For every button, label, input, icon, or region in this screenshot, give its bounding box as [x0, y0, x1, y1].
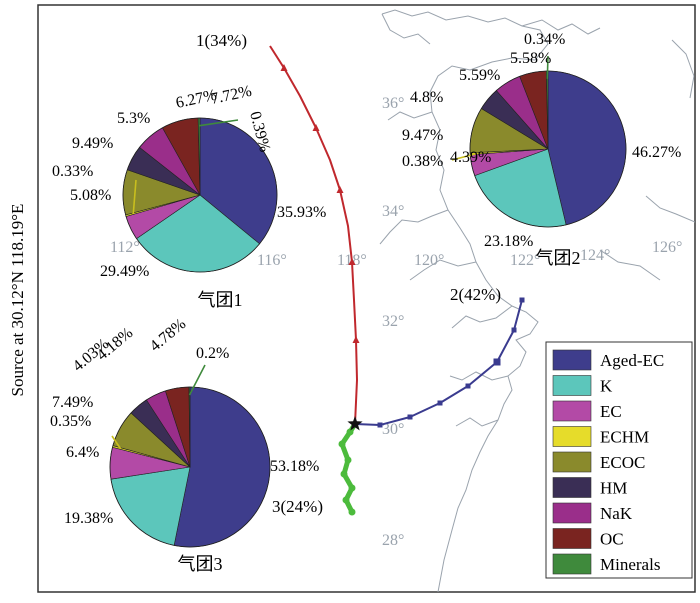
- trajectory-marker: [407, 414, 413, 420]
- pie-outline: [122, 117, 278, 273]
- pie-value-label: 0.33%: [52, 163, 93, 180]
- legend-label: Minerals: [600, 555, 660, 574]
- leader-line: [188, 364, 206, 396]
- pie-chart-1: 35.93%29.49%5.08%0.33%9.49%5.3%6.27%7.72…: [52, 83, 326, 310]
- pie-value-label: 53.18%: [270, 458, 319, 475]
- trajectory-marker: [348, 508, 356, 516]
- pie-value-label: 0.34%: [524, 31, 565, 48]
- longitude-label: 126°: [652, 239, 682, 256]
- pie-value-label: 35.93%: [277, 204, 326, 221]
- trajectory-label: 1(34%): [196, 31, 247, 50]
- pie-value-label: 0.35%: [50, 413, 91, 430]
- trajectory-marker: [344, 456, 352, 464]
- legend-label: ECOC: [600, 453, 645, 472]
- legend-swatch: [552, 502, 592, 524]
- trajectory-marker: [338, 440, 346, 448]
- latitude-label: 34°: [382, 203, 404, 220]
- trajectory-line: [269, 45, 358, 425]
- legend-label: HM: [600, 479, 627, 498]
- leader-line: [132, 179, 137, 214]
- trajectory-label: 2(42%): [450, 285, 501, 304]
- pie-value-label: 7.49%: [52, 394, 93, 411]
- latitude-label: 32°: [382, 313, 404, 330]
- pie-value-label: 9.47%: [402, 127, 443, 144]
- trajectory-line: [354, 299, 523, 426]
- leader-line: [546, 55, 549, 79]
- source-star-icon: [347, 416, 363, 431]
- longitude-label: 112°: [110, 239, 140, 256]
- latitude-label: 28°: [382, 532, 404, 549]
- pie-value-label: 9.49%: [72, 135, 113, 152]
- pie-title: 气团3: [178, 554, 223, 574]
- trajectory-marker: [437, 400, 443, 406]
- trajectory-marker: [342, 496, 350, 504]
- latitude-label: 30°: [382, 421, 404, 438]
- trajectory-marker: [280, 64, 288, 71]
- coastline: [379, 9, 695, 592]
- pie-value-label: 0.38%: [402, 153, 443, 170]
- pie-value-label: 46.27%: [632, 144, 681, 161]
- longitude-labels: 112°116°118°120°122°124°126°: [110, 239, 682, 269]
- legend-swatch: [552, 528, 592, 549]
- legend-label: Aged-EC: [600, 351, 664, 370]
- pie-value-label: 23.18%: [484, 233, 533, 250]
- pie-value-label: 19.38%: [64, 510, 113, 527]
- trajectory-marker: [377, 422, 383, 428]
- pie-value-label: 5.58%: [510, 50, 551, 67]
- trajectory-1: 1(34%): [196, 31, 360, 425]
- trajectory-label: 3(24%): [272, 497, 323, 516]
- longitude-label: 122°: [510, 252, 540, 269]
- longitude-label: 120°: [414, 252, 444, 269]
- trajectory-3: 3(24%): [272, 422, 358, 516]
- legend-swatch: [552, 451, 592, 473]
- trajectory-marker: [348, 258, 356, 265]
- pie-value-label: 5.59%: [459, 67, 500, 84]
- legend-label: K: [600, 377, 613, 396]
- trajectory-marker: [511, 327, 517, 333]
- trajectory-marker: [519, 297, 525, 303]
- leader-line: [199, 119, 239, 127]
- latitude-label: 36°: [382, 95, 404, 112]
- pie-value-label: 0.2%: [196, 345, 229, 362]
- pie-value-label: 4.39%: [450, 149, 491, 166]
- legend-label: EC: [600, 402, 622, 421]
- legend-swatch: [552, 426, 592, 447]
- legend-swatch: [552, 349, 592, 371]
- legend: Aged-EC K EC ECHM ECOC HM NaK OC Minerals: [545, 341, 693, 579]
- leader-line: [111, 435, 122, 449]
- pie-value-label: 4.8%: [410, 89, 443, 106]
- pie-value-label: 5.08%: [70, 187, 111, 204]
- trajectories: 1(34%) 2(42%) 3(24%): [196, 31, 525, 516]
- pie-value-label: 6.4%: [66, 444, 99, 461]
- trajectory-marker: [465, 383, 471, 389]
- pie-value-label: 29.49%: [100, 263, 149, 280]
- latitude-labels: 36° 34° 32° 30° 28°: [382, 95, 404, 549]
- legend-swatch: [552, 477, 592, 498]
- longitude-label: 116°: [257, 252, 287, 269]
- trajectory-2: 2(42%): [354, 285, 525, 428]
- trajectory-marker: [340, 470, 348, 478]
- pie-value-label: 5.3%: [117, 110, 150, 127]
- pie-title: 气团2: [536, 248, 581, 268]
- legend-label: OC: [600, 530, 624, 549]
- pie-title: 气团1: [198, 290, 243, 310]
- trajectory-marker: [312, 124, 320, 131]
- leader-line: [451, 152, 479, 161]
- legend-label: NaK: [600, 504, 633, 523]
- pie-charts: 35.93%29.49%5.08%0.33%9.49%5.3%6.27%7.72…: [50, 31, 681, 574]
- pie-chart-2: 46.27% 23.18% 4.39% 0.38% 9.47% 4.8% 5.59% 5.58…: [402, 31, 681, 268]
- trajectory-marker: [493, 358, 501, 366]
- legend-swatch: [552, 375, 592, 396]
- legend-swatch: [552, 553, 592, 575]
- trajectory-marker: [348, 484, 356, 492]
- legend-swatch: [552, 400, 592, 422]
- longitude-label: 124°: [580, 247, 610, 264]
- legend-label: ECHM: [600, 428, 649, 447]
- trajectory-marker: [336, 186, 344, 193]
- trajectory-marker: [352, 336, 360, 343]
- trajectory-marker: [346, 428, 354, 436]
- pie-outline: [109, 386, 271, 548]
